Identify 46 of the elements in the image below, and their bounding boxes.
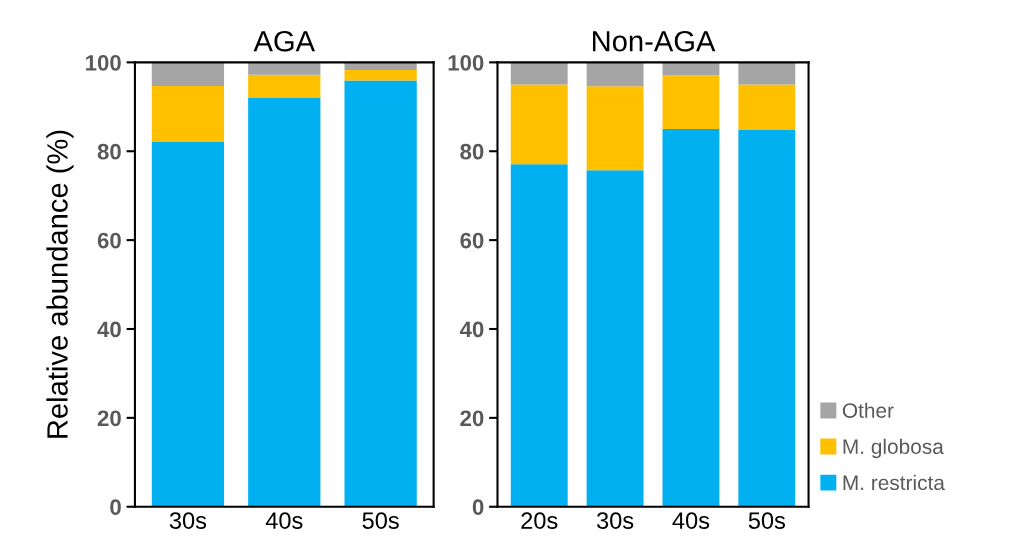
y-tick-label: 0 [472, 499, 484, 516]
bar [248, 74, 321, 98]
legend-label: Other [842, 402, 894, 418]
y-tick-label: 40 [459, 321, 484, 338]
y-tick-label: 100 [86, 54, 121, 71]
x-tick-label: 40s [672, 512, 710, 529]
bar [248, 97, 321, 507]
bar [738, 62, 796, 85]
bar [662, 62, 720, 76]
legend-label: M. restricta [843, 474, 945, 491]
chart-title: Non-AGA [593, 30, 716, 52]
x-tick-label: 50s [362, 512, 399, 529]
y-tick-label: 20 [97, 410, 121, 427]
y-tick-label: 60 [460, 232, 484, 249]
bar [510, 164, 568, 507]
y-tick-label: 80 [97, 143, 121, 160]
bar [248, 62, 321, 75]
bar [344, 62, 417, 70]
legend-label: M. globosa [843, 438, 944, 459]
y-tick-label: 100 [448, 54, 484, 71]
bar [586, 62, 644, 87]
x-tick-label: 30s [596, 512, 634, 529]
bar [344, 69, 417, 81]
bar [151, 85, 225, 142]
bar [151, 62, 225, 86]
y-tick-label: 20 [460, 410, 484, 427]
bar [738, 129, 796, 507]
bar [510, 84, 568, 165]
bar [344, 80, 417, 507]
bar [738, 84, 796, 130]
y-tick-label: 40 [97, 321, 121, 338]
bar [510, 62, 568, 85]
y-tick-label: 60 [97, 232, 121, 249]
y-axis-title: Relative abundance (%) [46, 130, 74, 438]
bar [586, 170, 644, 507]
y-tick-label: 80 [460, 143, 484, 160]
x-tick-label: 30s [169, 512, 207, 529]
bar [151, 141, 225, 507]
x-tick-label: 20s [521, 512, 558, 529]
x-tick-label: 40s [265, 512, 303, 529]
chart-title: AGA [253, 30, 316, 52]
x-tick-label: 50s [748, 512, 786, 529]
bar [586, 86, 644, 171]
y-tick-label: 0 [110, 499, 121, 516]
bar [662, 129, 720, 507]
bar [662, 75, 720, 130]
